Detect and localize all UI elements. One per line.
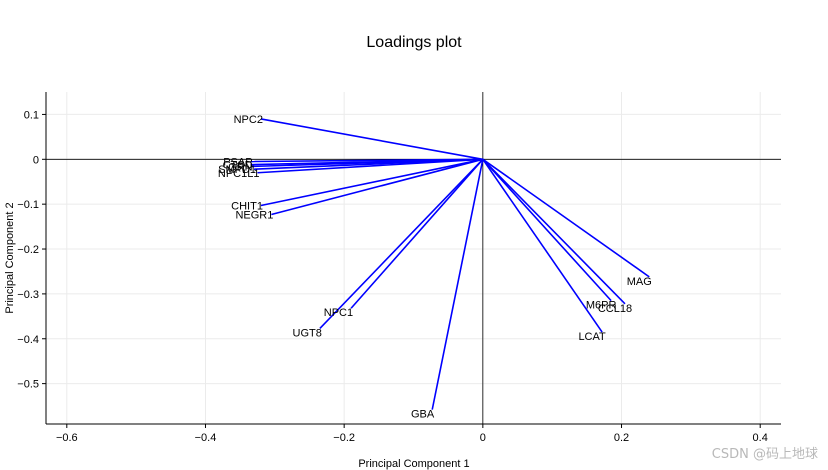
loading-label: CTSD bbox=[223, 160, 253, 172]
x-axis-label: Principal Component 1 bbox=[358, 458, 469, 470]
loading-label: UGT8 bbox=[293, 327, 322, 339]
loading-label: LCAT bbox=[578, 331, 606, 343]
loading-label: PSAP bbox=[223, 157, 252, 169]
chart-title: Loadings plot bbox=[366, 34, 462, 51]
x-tick-label: 0.2 bbox=[614, 432, 629, 444]
loading-vector bbox=[260, 158, 484, 207]
y-tick-label: −0.4 bbox=[17, 334, 39, 346]
loading-label: MAG bbox=[627, 276, 652, 288]
loading-vector bbox=[271, 158, 484, 216]
watermark: CSDN @码上地球 bbox=[711, 447, 818, 462]
loading-label: NPC1 bbox=[324, 307, 353, 319]
loading-label: NPC2 bbox=[234, 114, 263, 126]
y-tick-label: −0.3 bbox=[17, 289, 39, 301]
loading-vector bbox=[350, 158, 484, 309]
loading-label: SMPD1 bbox=[218, 164, 256, 176]
loading-vector bbox=[319, 158, 484, 329]
loading-label: NEGR1 bbox=[235, 209, 273, 221]
y-tick-label: −0.1 bbox=[17, 199, 39, 211]
loading-label: CCL18 bbox=[598, 303, 632, 315]
loading-label: NPC1L1 bbox=[218, 168, 260, 180]
x-tick-label: −0.4 bbox=[195, 432, 217, 444]
loading-vector bbox=[260, 118, 483, 161]
y-tick-label: −0.2 bbox=[17, 244, 39, 256]
loading-vectors bbox=[250, 118, 650, 410]
axes bbox=[45, 92, 781, 425]
x-tick-label: −0.2 bbox=[333, 432, 355, 444]
x-tick-label: 0 bbox=[480, 432, 486, 444]
loading-vector bbox=[431, 159, 484, 410]
x-axis-ticks: −0.6 −0.4 −0.2 0 0.2 0.4 bbox=[56, 424, 768, 444]
loading-label: GRN bbox=[228, 161, 253, 173]
loading-vector bbox=[482, 158, 650, 278]
grid bbox=[46, 92, 781, 424]
loading-label: M6PR bbox=[586, 300, 617, 312]
loading-vector bbox=[482, 158, 626, 305]
y-tick-label: −0.5 bbox=[17, 379, 39, 391]
loading-vector bbox=[482, 158, 612, 302]
loading-vector bbox=[482, 158, 603, 333]
y-axis-label: Principal Component 2 bbox=[4, 202, 16, 313]
x-tick-label: −0.6 bbox=[56, 432, 78, 444]
y-tick-label: 0.1 bbox=[24, 109, 39, 121]
y-tick-label: 0 bbox=[33, 154, 39, 166]
loading-label: GBA bbox=[411, 409, 435, 421]
zero-lines bbox=[46, 92, 781, 424]
y-axis-ticks: 0.1 0 −0.1 −0.2 −0.3 −0.4 −0.5 bbox=[17, 109, 46, 391]
x-tick-label: 0.4 bbox=[753, 432, 768, 444]
loading-vector bbox=[257, 158, 483, 174]
loading-label: CHIT1 bbox=[231, 201, 263, 213]
